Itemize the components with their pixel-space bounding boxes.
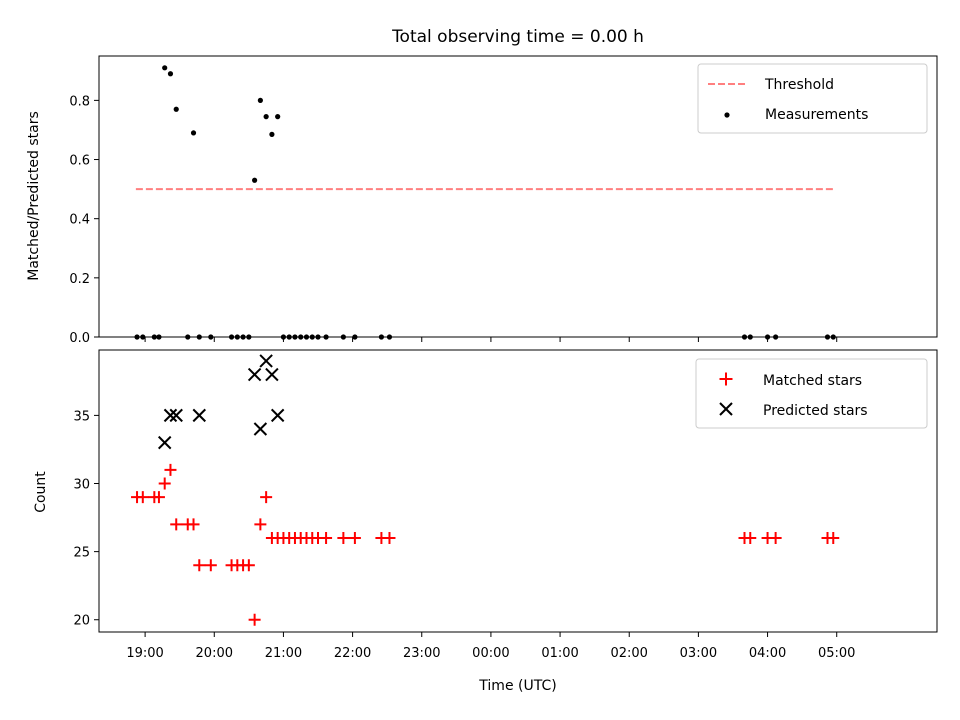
legend-matched-swatch <box>719 372 733 386</box>
legend-threshold-label: Threshold <box>764 77 834 93</box>
bottom-xtick-label: 23:00 <box>403 646 440 661</box>
predicted-stars-point <box>265 367 279 382</box>
top-legend-box <box>697 63 928 134</box>
top-panel-ylabel: Matched/Predicted stars <box>26 111 42 281</box>
top-ytick-label: 0.0 <box>69 331 90 346</box>
legend-measurements-swatch <box>724 112 730 118</box>
matched-stars-point <box>827 532 840 544</box>
matched-stars-point <box>348 532 361 544</box>
legend-measurements-label: Measurements <box>765 107 868 123</box>
matched-stars-point <box>193 559 206 572</box>
bottom-xtick-label: 19:00 <box>126 646 163 661</box>
top-ytick-label: 0.8 <box>69 94 90 109</box>
matched-stars-point <box>242 559 255 572</box>
matched-stars-point <box>260 491 273 504</box>
legend-predicted-label: Predicted stars <box>763 403 868 419</box>
matched-stars-point <box>187 518 200 531</box>
matched-stars-point <box>170 518 183 531</box>
predicted-stars-point <box>157 435 172 450</box>
bottom-panel-ylabel: Count <box>33 471 49 513</box>
predicted-stars-point <box>253 422 268 436</box>
measurement-point <box>275 114 281 120</box>
matched-stars-point <box>136 491 149 504</box>
predicted-stars-point <box>163 408 178 423</box>
bottom-ytick-label: 20 <box>73 614 90 629</box>
bottom-xtick-label: 02:00 <box>610 646 647 661</box>
matched-stars-point <box>383 532 396 544</box>
bottom-ytick-label: 25 <box>73 546 90 561</box>
matched-stars-point <box>744 532 757 544</box>
measurement-point <box>252 177 258 183</box>
measurement-point <box>190 130 197 136</box>
matched-stars-point <box>164 463 177 476</box>
bottom-panel: Count Time (UTC) 20 25 30 35 19:00 20:00 21:00… <box>33 349 938 694</box>
bottom-legend-box <box>695 358 928 429</box>
top-legend: Threshold Measurements <box>697 63 928 134</box>
predicted-stars-point <box>270 408 285 423</box>
bottom-panel-xlabel: Time (UTC) <box>478 678 556 694</box>
bottom-xtick-label: 21:00 <box>265 646 302 661</box>
matched-stars-point <box>337 532 350 544</box>
predicted-stars-point <box>259 354 273 368</box>
bottom-xtick-label: 22:00 <box>334 646 371 661</box>
measurement-point <box>162 65 168 71</box>
legend-predicted-swatch <box>719 402 733 416</box>
bottom-xtick-label: 01:00 <box>541 646 578 661</box>
matched-stars-point <box>254 518 267 531</box>
matched-stars-point <box>248 613 261 626</box>
matched-stars-point <box>152 491 165 504</box>
matched-stars-point <box>204 559 217 572</box>
measurement-point <box>269 131 275 137</box>
bottom-ytick-label: 35 <box>73 409 90 424</box>
bottom-xtick-label: 20:00 <box>196 646 233 661</box>
matched-stars-point <box>769 532 782 544</box>
top-panel: Total observing time = 0.00 h Matched/Pr… <box>26 27 938 346</box>
top-panel-title: Total observing time = 0.00 h <box>391 27 644 47</box>
legend-matched-label: Matched stars <box>763 373 862 389</box>
measurement-point <box>173 106 179 112</box>
top-ytick-label: 0.6 <box>69 154 90 169</box>
bottom-xtick-label: 00:00 <box>472 646 509 661</box>
bottom-xtick-label: 04:00 <box>749 646 786 661</box>
predicted-stars-point <box>247 367 262 382</box>
predicted-stars-point <box>192 408 206 423</box>
matched-stars-point <box>320 532 333 544</box>
bottom-legend: Matched stars Predicted stars <box>695 358 928 429</box>
top-ytick-label: 0.2 <box>69 272 90 287</box>
bottom-xtick-label: 05:00 <box>818 646 855 661</box>
bottom-ytick-label: 30 <box>73 478 90 493</box>
bottom-xtick-label: 03:00 <box>680 646 717 661</box>
bottom-panel-frame <box>98 349 938 633</box>
matched-stars-point <box>158 477 171 490</box>
predicted-stars-point <box>169 408 183 423</box>
measurement-point <box>167 71 174 77</box>
top-ytick-label: 0.4 <box>69 213 90 228</box>
measurement-point <box>263 114 269 120</box>
top-panel-frame <box>98 55 938 338</box>
measurement-point <box>257 97 263 103</box>
